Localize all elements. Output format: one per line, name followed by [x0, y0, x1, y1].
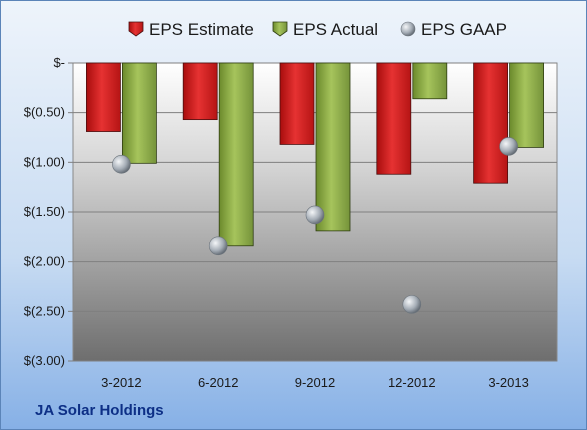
- x-tick-label: 12-2012: [388, 375, 436, 390]
- bar-eps-estimate: [86, 62, 121, 132]
- y-tick-label: $-: [53, 55, 65, 70]
- marker-eps-gaap: [208, 236, 228, 256]
- x-axis-labels: 3-2012 6-2012 9-2012 12-2012 3-2013: [101, 375, 529, 390]
- legend-swatch: [272, 21, 288, 37]
- legend-label: EPS Estimate: [149, 20, 254, 39]
- marker-eps-gaap: [402, 295, 422, 314]
- y-tick-label: $(1.50): [24, 204, 65, 219]
- y-tick-label: $(2.00): [24, 254, 65, 269]
- bar-eps-actual: [509, 62, 545, 148]
- x-tick-label: 6-2012: [198, 375, 238, 390]
- legend-label: EPS Actual: [293, 20, 378, 39]
- x-tick-label: 3-2012: [101, 375, 141, 390]
- bar-eps-estimate: [376, 62, 412, 175]
- bar-eps-actual: [218, 62, 254, 247]
- company-name: JA Solar Holdings: [35, 402, 164, 419]
- x-tick-label: 9-2012: [295, 375, 335, 390]
- legend: EPS Estimate EPS Actual EPS GAAP: [128, 20, 507, 39]
- y-tick-label: $(0.50): [24, 105, 65, 120]
- y-tick-label: $(3.00): [24, 353, 65, 368]
- y-axis-labels: $- $(0.50) $(1.00) $(1.50) $(2.00) $(2.50) $(3…: [24, 55, 65, 368]
- legend-label: EPS GAAP: [421, 20, 507, 39]
- marker-eps-gaap: [499, 137, 518, 156]
- bar-eps-actual: [122, 62, 157, 164]
- marker-eps-gaap: [112, 155, 131, 174]
- bar-eps-estimate: [182, 62, 218, 121]
- bars: [86, 62, 545, 314]
- bar-eps-actual: [315, 62, 351, 232]
- y-tick-label: $(1.00): [24, 154, 65, 169]
- legend-swatch: [128, 21, 144, 37]
- x-tick-label: 3-2013: [488, 375, 528, 390]
- marker-eps-gaap: [305, 205, 325, 225]
- legend-swatch: [400, 21, 416, 37]
- bar-eps-estimate: [473, 62, 509, 184]
- bar-eps-estimate: [279, 62, 315, 145]
- bar-eps-actual: [412, 62, 448, 100]
- y-tick-label: $(2.50): [24, 303, 65, 318]
